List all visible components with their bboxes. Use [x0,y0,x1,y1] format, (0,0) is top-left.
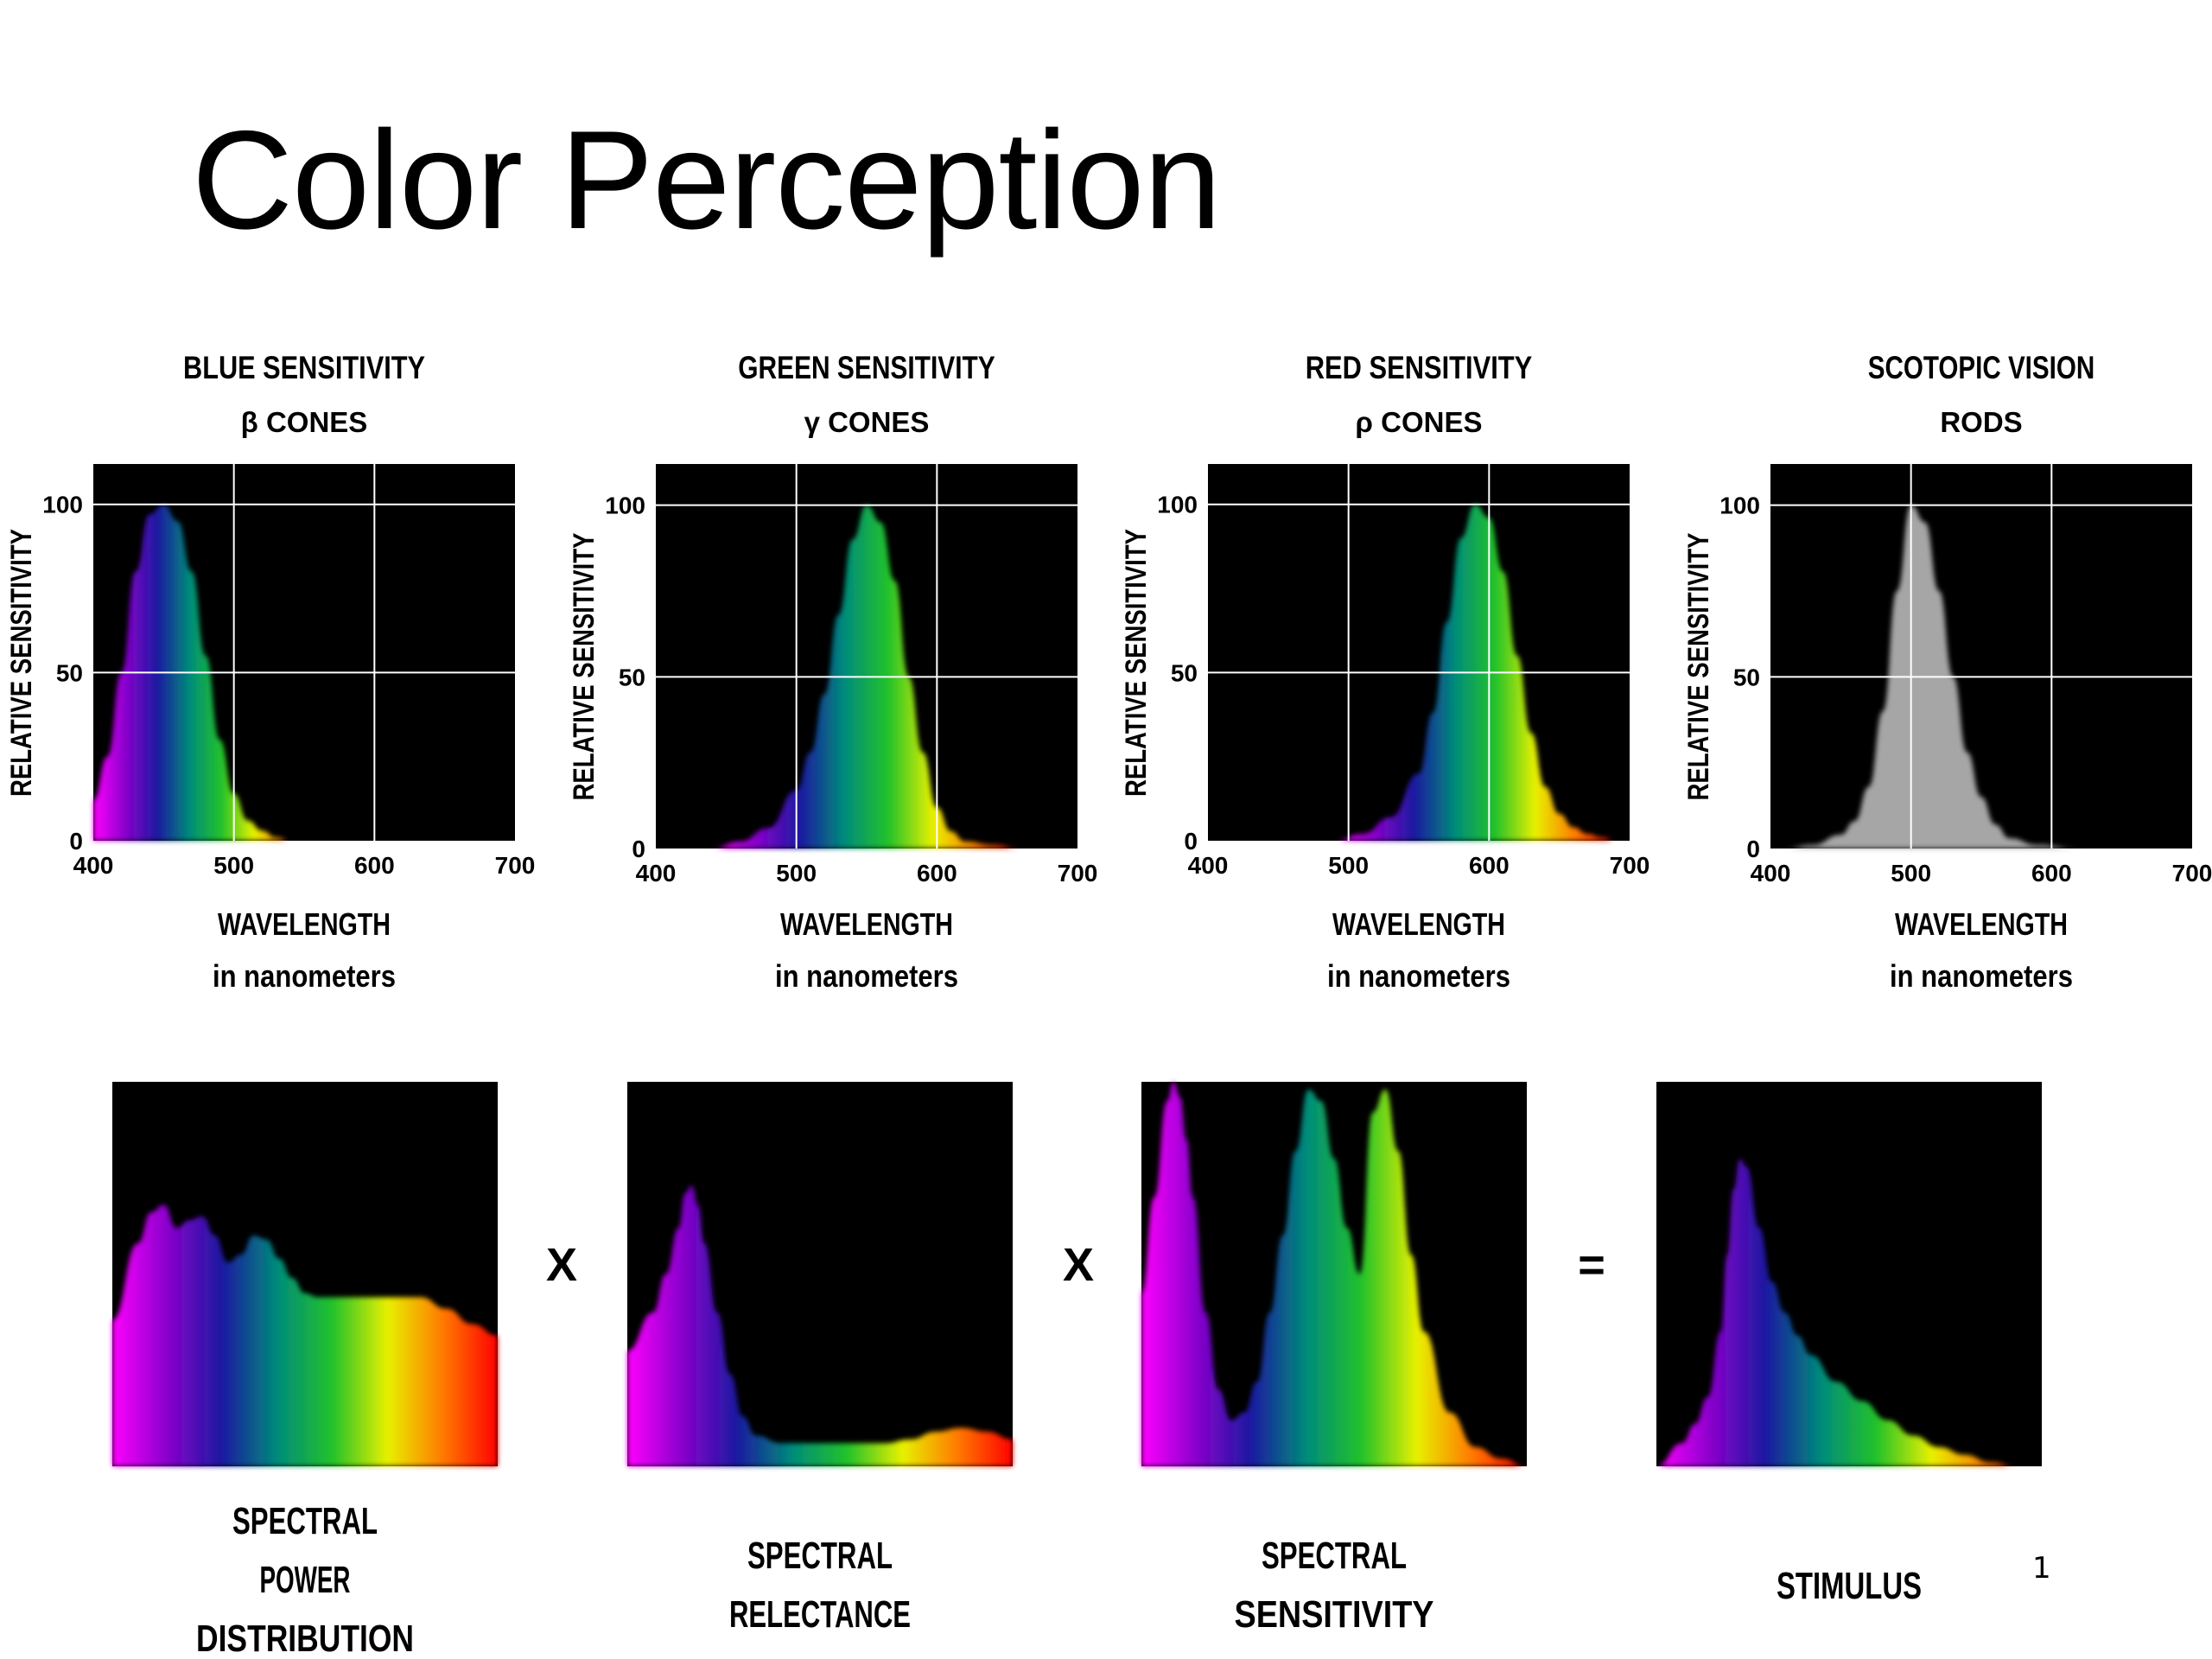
y-tick-label: 100 [42,492,83,518]
x-tick-label: 600 [354,852,395,879]
slide-number: 1 [2032,1551,2051,1586]
sensitivity-chart: BLUE SENSITIVITY β CONES 400 500 600 700 0 50 10… [5,350,535,994]
y-axis-label: RELATIVE SENSITIVITY [5,529,38,797]
y-tick-label: 0 [69,828,83,855]
spectral-chart: SPECTRAL RELECTANCE [627,1082,1013,1636]
panel-label: DISTRIBUTION [196,1618,414,1659]
y-tick-label: 50 [1733,664,1760,690]
x-tick-label: 500 [1891,860,1931,887]
panel-label: STIMULUS [1777,1565,1922,1607]
chart-subtitle: RODS [1940,406,2022,438]
x-tick-label: 600 [917,860,957,887]
y-tick-label: 0 [632,836,645,862]
panel-label: RELECTANCE [729,1593,911,1636]
x-axis-sublabel: in nanometers [213,958,396,994]
spectral-area [112,1205,498,1466]
spectral-chart: SPECTRAL SENSITIVITY [1141,1082,1527,1636]
x-tick-label: 400 [1751,860,1791,887]
chart-subtitle: ρ CONES [1356,406,1483,438]
panel-label: SPECTRAL [747,1535,893,1577]
y-tick-label: 100 [605,493,645,519]
y-tick-label: 0 [1746,836,1760,862]
chart-title: SCOTOPIC VISION [1868,350,2095,385]
y-tick-label: 50 [56,659,83,686]
panel-label: POWER [260,1559,351,1601]
y-axis-label: RELATIVE SENSITIVITY [1120,529,1153,797]
chart-title: RED SENSITIVITY [1306,350,1533,385]
x-tick-label: 400 [73,852,114,879]
chart-title: GREEN SENSITIVITY [738,350,995,385]
y-tick-label: 0 [1184,828,1198,855]
operator-symbol: X [1063,1239,1094,1291]
x-axis-sublabel: in nanometers [775,958,958,994]
panel-label: SPECTRAL [1262,1535,1407,1577]
x-axis-label: WAVELENGTH [1895,906,2068,942]
x-tick-label: 400 [1188,852,1229,879]
x-tick-label: 600 [2031,860,2072,887]
y-axis-label: RELATIVE SENSITIVITY [1682,532,1715,800]
x-tick-label: 500 [776,860,817,887]
chart-subtitle: γ CONES [804,406,930,438]
y-tick-label: 50 [619,664,645,690]
x-tick-label: 700 [1610,852,1650,879]
x-tick-label: 400 [636,860,677,887]
spectral-chart: SPECTRAL POWER DISTRIBUTION [112,1082,498,1659]
spectral-chart: STIMULUS [1656,1082,2042,1607]
page-title: Color Perception [192,102,1222,258]
x-axis-sublabel: in nanometers [1327,958,1510,994]
panel-label: SPECTRAL [232,1500,378,1542]
x-tick-label: 700 [495,852,536,879]
spectral-area [1656,1159,2042,1466]
sensitivity-chart: RED SENSITIVITY ρ CONES 400 500 600 700 0 50 100… [1120,350,1649,994]
x-axis-label: WAVELENGTH [218,906,391,942]
x-axis-label: WAVELENGTH [1332,906,1505,942]
sensitivity-chart: GREEN SENSITIVITY γ CONES 400 500 600 700 0 50 1… [568,350,1097,994]
x-tick-label: 500 [1328,852,1369,879]
chart-title: BLUE SENSITIVITY [183,350,425,385]
y-axis-label: RELATIVE SENSITIVITY [568,532,601,800]
x-tick-label: 700 [2172,860,2212,887]
operator-symbol: = [1578,1239,1605,1291]
x-axis-label: WAVELENGTH [780,906,953,942]
panel-label: SENSITIVITY [1235,1593,1434,1636]
spectral-area [1141,1082,1527,1466]
y-tick-label: 100 [1157,492,1198,518]
x-tick-label: 600 [1469,852,1510,879]
operator-symbol: X [546,1239,577,1291]
x-tick-label: 700 [1058,860,1098,887]
sensitivity-chart: SCOTOPIC VISION RODS 400 500 600 700 0 50 100REL… [1682,350,2212,994]
plot-area [1770,464,2192,849]
x-tick-label: 500 [213,852,254,879]
x-axis-sublabel: in nanometers [1890,958,2073,994]
y-tick-label: 100 [1719,493,1760,519]
chart-subtitle: β CONES [241,406,368,438]
spectral-area [627,1185,1013,1466]
y-tick-label: 50 [1171,659,1198,686]
